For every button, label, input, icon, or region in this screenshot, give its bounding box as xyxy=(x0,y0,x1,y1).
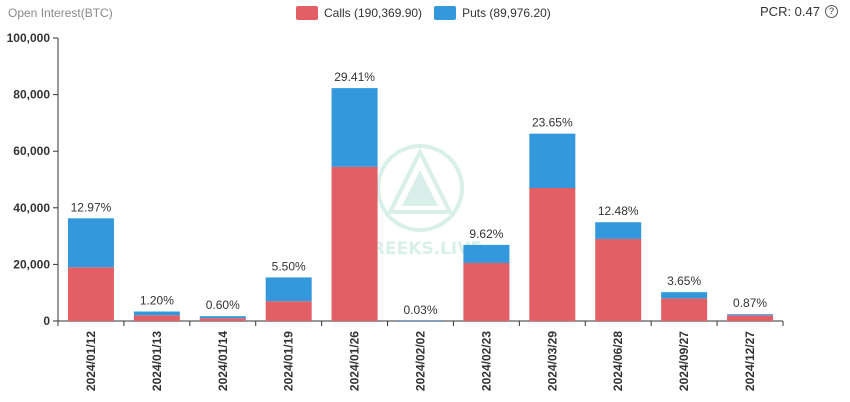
x-tick-label: 2024/01/13 xyxy=(150,331,164,391)
y-tick-label: 60,000 xyxy=(13,144,50,158)
bar-puts[interactable] xyxy=(595,222,642,239)
bar-calls[interactable] xyxy=(727,315,774,321)
bar-puts[interactable] xyxy=(661,292,708,299)
pcr-label: PCR: 0.47 xyxy=(760,4,820,19)
data-label: 29.41% xyxy=(334,70,375,84)
bar-puts[interactable] xyxy=(133,311,180,316)
legend-swatch-puts xyxy=(434,6,457,20)
bar-calls[interactable] xyxy=(199,318,246,321)
bar-puts[interactable] xyxy=(199,316,246,319)
x-tick-label: 2024/01/19 xyxy=(282,331,296,391)
x-tick-label: 2024/12/27 xyxy=(743,331,757,391)
x-tick-label: 2024/01/14 xyxy=(216,331,230,391)
bar-puts[interactable] xyxy=(727,314,774,316)
bar-calls[interactable] xyxy=(529,187,576,321)
bar-puts[interactable] xyxy=(529,133,576,188)
bar-calls[interactable] xyxy=(133,315,180,321)
pcr-indicator: PCR: 0.47 ? xyxy=(760,4,838,19)
data-label: 0.03% xyxy=(403,303,437,317)
data-label: 12.48% xyxy=(598,204,639,218)
x-tick-label: 2024/01/26 xyxy=(348,331,362,391)
bar-calls[interactable] xyxy=(661,298,708,321)
x-tick-label: 2024/02/02 xyxy=(414,331,428,391)
y-tick-label: 100,000 xyxy=(7,31,51,45)
bar-calls[interactable] xyxy=(67,267,114,321)
data-label: 0.87% xyxy=(733,296,767,310)
y-tick-label: 40,000 xyxy=(13,201,50,215)
legend-item-calls[interactable]: Calls (190,369.90) xyxy=(296,6,422,20)
bar-calls[interactable] xyxy=(595,238,642,321)
legend-swatch-calls xyxy=(296,6,318,20)
legend-item-puts[interactable]: Puts (89,976.20) xyxy=(434,6,551,20)
y-tick-label: 0 xyxy=(43,314,50,328)
chart-title: Open Interest(BTC) xyxy=(8,6,113,20)
data-label: 0.60% xyxy=(206,298,240,312)
watermark-logo: GREEKS.LIVE xyxy=(358,144,482,259)
data-label: 5.50% xyxy=(272,259,306,273)
bars xyxy=(67,88,774,321)
bar-calls[interactable] xyxy=(331,166,378,321)
legend: Calls (190,369.90) Puts (89,976.20) xyxy=(296,6,563,20)
x-tick-label: 2024/01/12 xyxy=(84,331,98,391)
labels: 12.97% 2024/01/12 1.20% 2024/01/13 0.60% 2024… xyxy=(71,70,768,391)
y-tick-label: 20,000 xyxy=(13,257,50,271)
data-label: 1.20% xyxy=(140,294,174,308)
y-tick-label: 80,000 xyxy=(13,88,50,102)
bar-puts[interactable] xyxy=(397,320,444,321)
bar-puts[interactable] xyxy=(265,277,312,302)
bar-puts[interactable] xyxy=(331,88,378,167)
watermark-text: GREEKS.LIVE xyxy=(358,239,482,259)
x-tick-label: 2024/09/27 xyxy=(677,331,691,391)
data-label: 12.97% xyxy=(71,200,112,214)
data-label: 9.62% xyxy=(469,227,503,241)
bar-calls[interactable] xyxy=(265,301,312,321)
help-icon[interactable]: ? xyxy=(825,5,838,18)
x-tick-label: 2024/06/28 xyxy=(611,331,625,391)
bar-puts[interactable] xyxy=(67,218,114,268)
x-tick-label: 2024/02/23 xyxy=(479,331,493,391)
bar-calls[interactable] xyxy=(463,262,510,321)
data-label: 3.65% xyxy=(667,274,701,288)
legend-label-puts: Puts (89,976.20) xyxy=(462,6,551,20)
x-tick-label: 2024/03/29 xyxy=(545,331,559,391)
legend-label-calls: Calls (190,369.90) xyxy=(324,6,423,20)
data-label: 23.65% xyxy=(532,116,573,130)
bar-puts[interactable] xyxy=(463,244,510,263)
